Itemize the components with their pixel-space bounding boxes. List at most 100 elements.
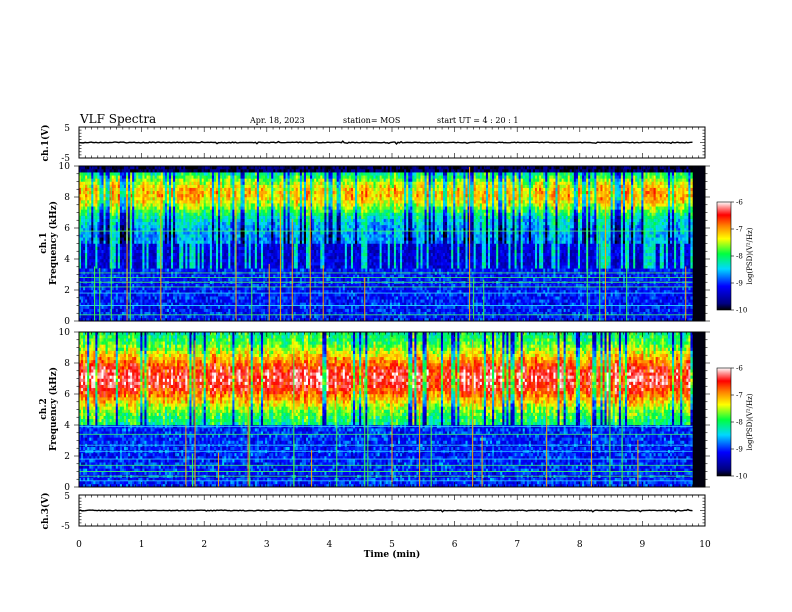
- spectrogram-cell: [140, 175, 143, 179]
- spectrogram-cell: [91, 311, 94, 316]
- spectrogram-cell: [171, 249, 174, 254]
- spectrogram-cell: [136, 172, 139, 176]
- spectrogram-cell: [115, 181, 119, 185]
- spectrogram-cell: [228, 175, 231, 179]
- spectrogram-cell: [138, 311, 141, 316]
- spectrogram-cell: [213, 277, 217, 281]
- spectrogram-cell: [193, 212, 196, 216]
- spectrogram-cell: [254, 221, 258, 226]
- spectrogram-cell: [79, 259, 82, 263]
- spectrogram-cell: [236, 221, 239, 226]
- spectrogram-cell: [146, 293, 149, 297]
- spectrogram-cell: [246, 193, 249, 198]
- spectrogram-cell: [113, 231, 117, 235]
- spectrogram-cell: [152, 181, 155, 185]
- spectrogram-cell: [242, 240, 245, 244]
- spectrogram-cell: [201, 221, 204, 226]
- spectrogram-cell: [273, 305, 276, 309]
- spectrogram-cell: [111, 197, 115, 201]
- spectrogram-cell: [103, 252, 106, 257]
- spectrogram-cell: [85, 286, 88, 291]
- spectrogram-cell: [132, 317, 135, 321]
- spectrogram-cell: [181, 200, 184, 204]
- spectrogram-cell: [146, 314, 149, 319]
- spectrogram-cell: [119, 243, 123, 247]
- spectrogram-cell: [113, 305, 117, 309]
- spectrogram-cell: [177, 259, 180, 263]
- spectrogram-cell: [191, 224, 194, 229]
- spectrogram-cell: [166, 283, 170, 288]
- spectrogram-cell: [166, 200, 170, 204]
- spectrogram-cell: [107, 246, 110, 250]
- spectrogram-cell: [193, 290, 196, 294]
- spectrogram-cell: [128, 246, 131, 250]
- spectrogram-cell: [207, 246, 211, 250]
- spectrogram-cell: [209, 243, 213, 247]
- spectrogram-cell: [152, 175, 155, 179]
- spectrogram-cell: [164, 197, 168, 201]
- spectrogram-cell: [185, 252, 188, 257]
- spectrogram-cell: [150, 206, 153, 210]
- spectrogram-cell: [130, 200, 133, 204]
- spectrogram-cell: [95, 286, 98, 291]
- spectrogram-cell: [250, 193, 254, 198]
- spectrogram-cell: [201, 212, 204, 216]
- spectrogram-cell: [226, 290, 229, 294]
- spectrogram-cell: [179, 308, 182, 312]
- spectrogram-cell: [197, 190, 200, 195]
- spectrogram-cell: [238, 166, 241, 170]
- spectrogram-cell: [267, 184, 270, 188]
- spectrogram-cell: [107, 317, 110, 321]
- spectrogram-cell: [263, 286, 266, 291]
- spectrogram-cell: [150, 224, 153, 229]
- spectrogram-cell: [228, 262, 231, 266]
- spectrogram-cell: [144, 197, 147, 201]
- spectrogram-cell: [216, 215, 219, 219]
- spectrogram-cell: [185, 296, 188, 300]
- spectrogram-cell: [181, 299, 184, 303]
- spectrogram-cell: [236, 172, 239, 176]
- spectrogram-cell: [181, 187, 184, 192]
- spectrogram-cell: [238, 302, 241, 306]
- spectrogram-cell: [121, 246, 125, 250]
- spectrogram-cell: [175, 262, 178, 266]
- spectrogram-cell: [242, 305, 245, 309]
- spectrogram-cell: [89, 209, 92, 213]
- spectrogram-cell: [240, 231, 243, 235]
- spectrogram-cell: [173, 166, 176, 170]
- spectrogram-cell: [189, 224, 192, 229]
- spectrogram-cell: [83, 305, 86, 309]
- spectrogram-cell: [128, 255, 131, 260]
- spectrogram-cell: [91, 305, 94, 309]
- spectrogram-cell: [183, 249, 186, 254]
- spectrogram-cell: [158, 169, 162, 173]
- spectrogram-cell: [103, 209, 106, 213]
- spectrogram-cell: [211, 274, 215, 278]
- spectrogram-cell: [105, 311, 108, 316]
- spectrogram-cell: [256, 200, 260, 204]
- spectrogram-cell: [232, 231, 235, 235]
- spectrogram-cell: [87, 209, 90, 213]
- spectrogram-cell: [265, 277, 268, 281]
- spectrogram-cell: [142, 231, 145, 235]
- spectrogram-cell: [201, 311, 204, 316]
- spectrogram-cell: [224, 296, 227, 300]
- spectrogram-cell: [97, 255, 100, 260]
- spectrogram-cell: [220, 221, 223, 226]
- spectrogram-cell: [113, 299, 117, 303]
- spectrogram-cell: [175, 212, 178, 216]
- spectrogram-cell: [263, 246, 266, 250]
- spectrogram-cell: [154, 209, 157, 213]
- spectrogram-cell: [95, 197, 98, 201]
- spectrogram-cell: [230, 246, 233, 250]
- spectrogram-cell: [205, 166, 209, 170]
- spectrogram-cell: [91, 178, 94, 182]
- spectrogram-cell: [123, 252, 127, 257]
- spectrogram-cell: [258, 259, 262, 263]
- spectrogram-cell: [203, 274, 207, 278]
- spectrogram-cell: [183, 234, 186, 238]
- spectrogram-cell: [179, 252, 182, 257]
- spectrogram-cell: [181, 240, 184, 244]
- spectrogram-cell: [267, 317, 270, 321]
- spectrogram-cell: [226, 200, 229, 204]
